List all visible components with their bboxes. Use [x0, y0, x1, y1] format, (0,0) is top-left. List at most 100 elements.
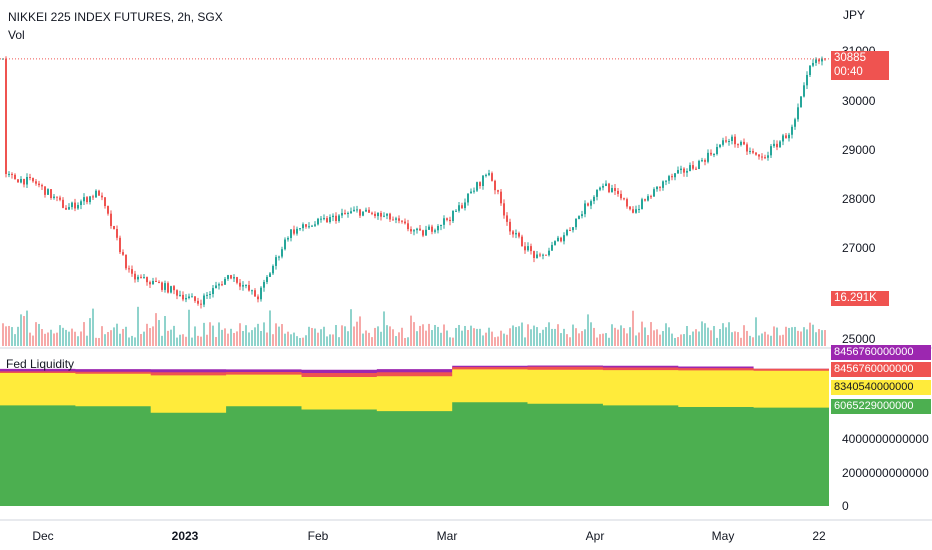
candle-body	[668, 176, 670, 181]
volume-bar	[713, 326, 715, 346]
volume-bar	[824, 330, 826, 346]
volume-bar	[20, 314, 22, 346]
volume-bar	[770, 335, 772, 346]
volume-bar	[650, 322, 652, 346]
candle-body	[455, 210, 457, 212]
candle-body	[305, 224, 307, 227]
candle-body	[722, 140, 724, 145]
volume-bar	[458, 324, 460, 346]
candle-body	[98, 190, 100, 196]
volume-bar	[227, 333, 229, 346]
volume-bar	[797, 330, 799, 346]
volume-bar	[425, 330, 427, 346]
candle-body	[626, 199, 628, 207]
volume-bar	[341, 325, 343, 346]
volume-bar	[602, 333, 604, 346]
volume-bar	[542, 329, 544, 346]
volume-bar	[293, 332, 295, 346]
candle-body	[449, 219, 451, 222]
candle-body	[740, 141, 742, 145]
volume-bar	[509, 328, 511, 346]
candle-body	[650, 196, 652, 198]
volume-bar	[386, 325, 388, 346]
volume-bar	[488, 327, 490, 346]
volume-bar	[497, 336, 499, 346]
volume-bar	[761, 333, 763, 346]
fed-liquidity-label: Fed Liquidity	[6, 357, 75, 371]
volume-bar	[383, 311, 385, 346]
volume-bar	[779, 335, 781, 346]
candle-body	[35, 181, 37, 184]
volume-bar	[296, 336, 298, 346]
x-tick-feb: Feb	[307, 529, 329, 543]
volume-bar	[59, 325, 61, 346]
candle-body	[20, 178, 22, 183]
volume-bar	[701, 321, 703, 346]
volume-bar	[8, 325, 10, 346]
volume-bar	[119, 333, 121, 346]
candle-body	[116, 229, 118, 238]
candle-body	[389, 213, 391, 220]
x-tick-apr: Apr	[585, 529, 605, 543]
volume-bar	[302, 337, 304, 346]
candle-body	[704, 160, 706, 162]
liquidity-tag-purple: 8456760000000	[831, 345, 931, 360]
candle-body	[272, 265, 274, 274]
candle-body	[734, 136, 736, 145]
volume-bar	[605, 333, 607, 346]
candle-body	[665, 180, 667, 182]
candle-body	[782, 135, 784, 142]
candle-body	[698, 160, 700, 169]
price-tick-30000: 30000	[842, 94, 876, 108]
candle-body	[812, 62, 814, 66]
volume-bar	[734, 331, 736, 346]
volume-bar	[596, 337, 598, 346]
candle-body	[515, 233, 517, 235]
volume-bar	[608, 337, 610, 346]
candle-body	[242, 285, 244, 287]
volume-bar	[365, 330, 367, 346]
candle-body	[86, 197, 88, 203]
volume-bar	[251, 330, 253, 346]
volume-bar	[692, 331, 694, 346]
candle-body	[560, 237, 562, 242]
volume-bar	[200, 336, 202, 346]
candle-body	[353, 209, 355, 212]
volume-bar	[740, 337, 742, 346]
volume-bar	[752, 337, 754, 346]
candle-body	[284, 239, 286, 250]
candle-body	[575, 218, 577, 228]
candle-body	[194, 296, 196, 301]
volume-bar	[449, 337, 451, 346]
candle-body	[728, 141, 730, 143]
candle-body	[662, 181, 664, 188]
candle-body	[581, 214, 583, 217]
volume-bar	[116, 323, 118, 346]
candle-body	[11, 173, 13, 175]
volume-bar	[500, 330, 502, 346]
liquidity-area-3	[0, 402, 829, 506]
volume-bar	[410, 315, 412, 346]
candle-body	[770, 146, 772, 156]
candle-body	[647, 196, 649, 201]
volume-bar	[122, 328, 124, 346]
candle-body	[707, 152, 709, 162]
candle-body	[92, 196, 94, 198]
volume-bar	[803, 327, 805, 346]
volume-bar	[422, 324, 424, 346]
candle-body	[230, 275, 232, 279]
candle-body	[206, 294, 208, 296]
candle-body	[374, 213, 376, 217]
volume-bar	[812, 324, 814, 346]
candle-body	[551, 244, 553, 251]
candle-body	[275, 257, 277, 266]
candle-body	[656, 186, 658, 190]
candle-body	[503, 203, 505, 216]
candle-body	[818, 59, 820, 62]
candle-body	[695, 168, 697, 170]
volume-bar	[218, 322, 220, 346]
volume-bar	[818, 329, 820, 346]
candle-body	[539, 254, 541, 256]
candle-body	[395, 218, 397, 220]
